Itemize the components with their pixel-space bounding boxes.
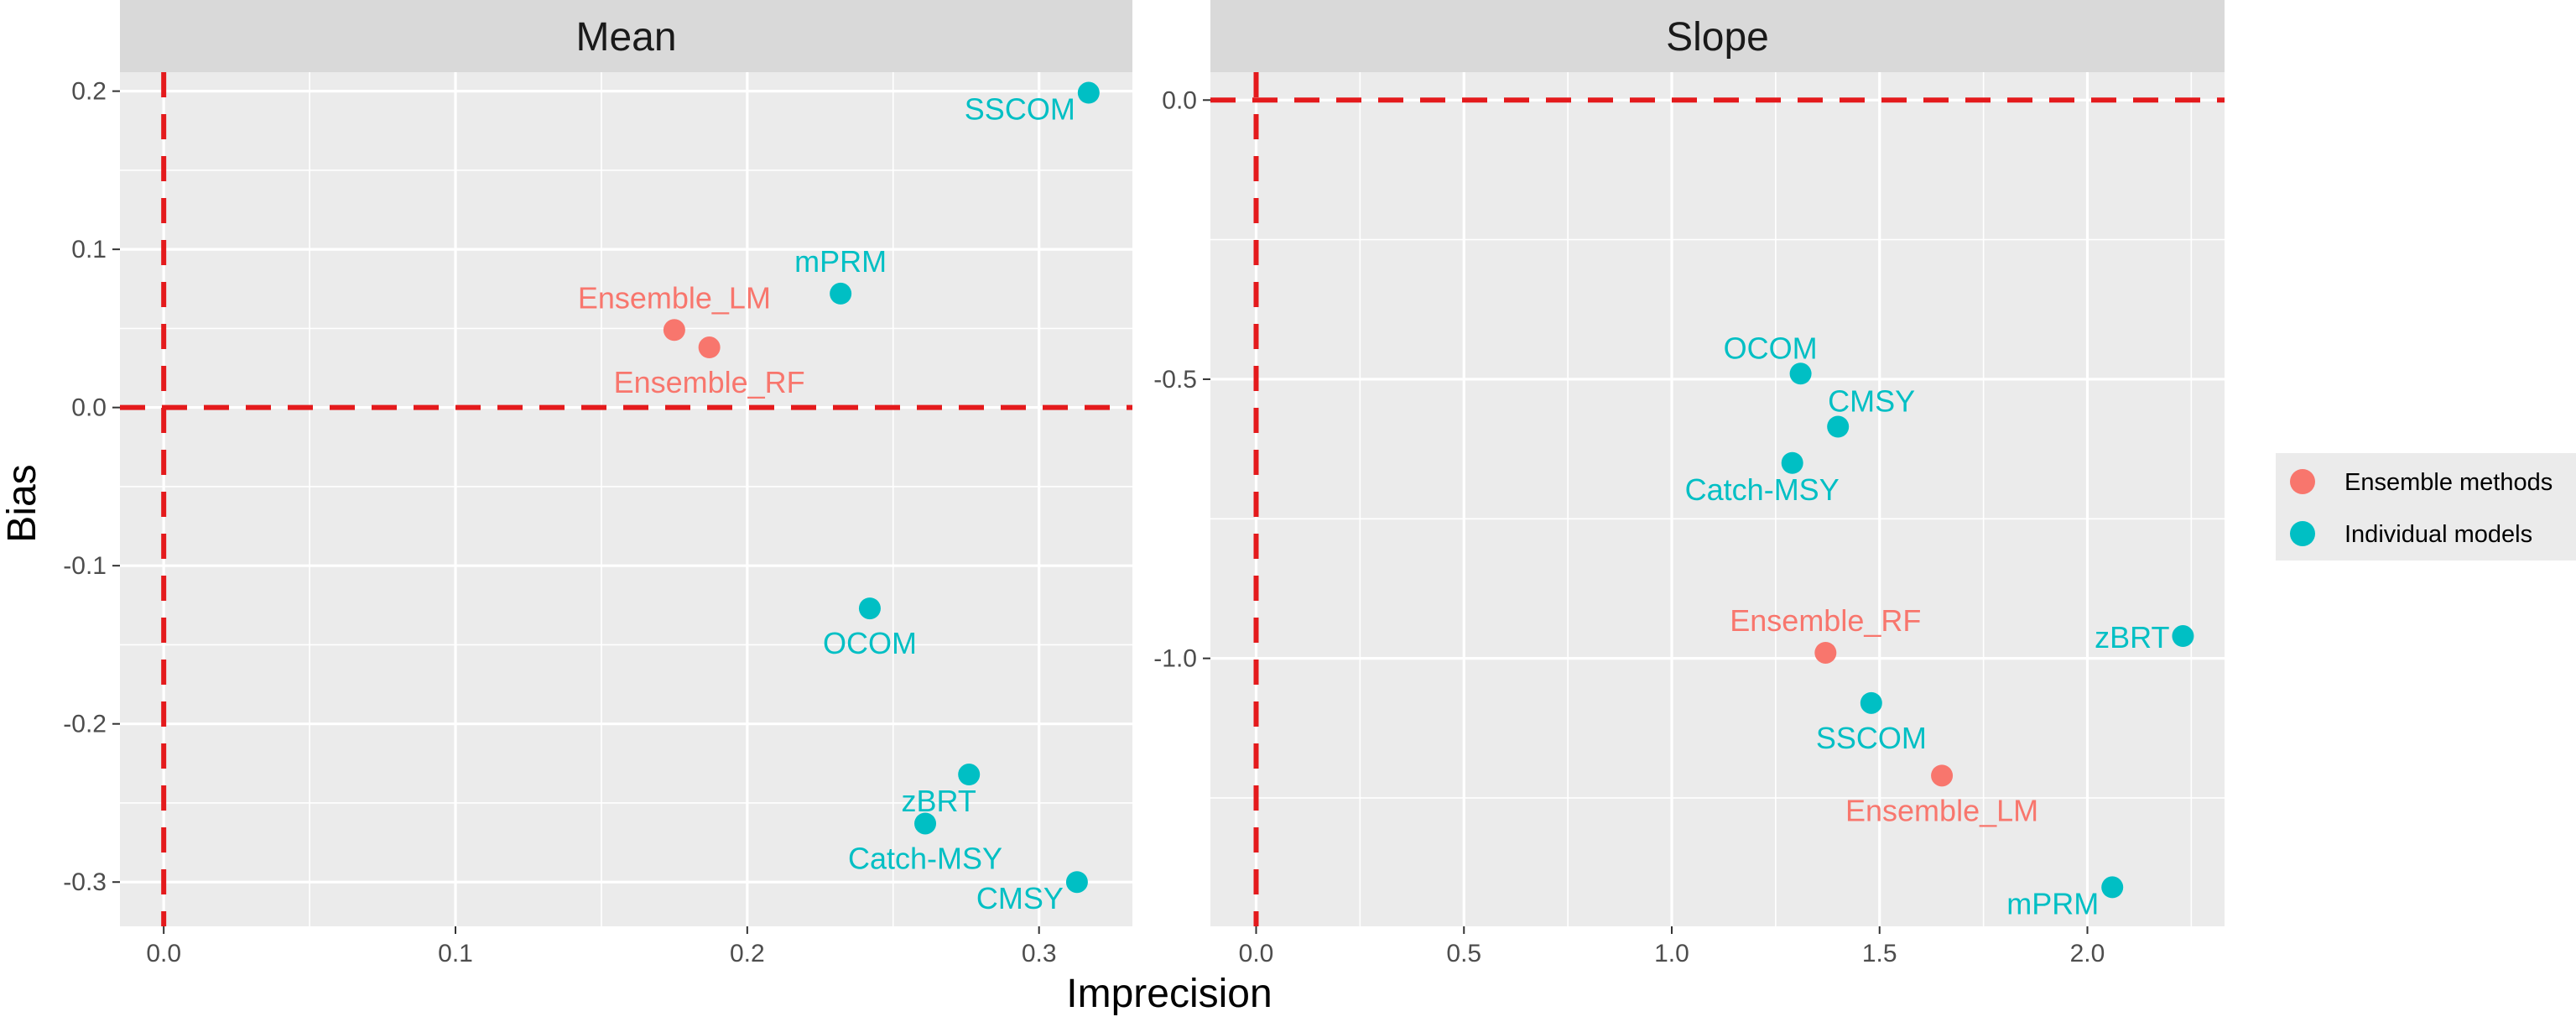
data-point-cmsy — [1065, 871, 1088, 894]
x-tick-label: 1.5 — [1862, 940, 1897, 967]
data-label-ocom: OCOM — [823, 626, 917, 660]
legend: Ensemble methods Individual models — [2276, 453, 2576, 561]
data-label-ensemble_rf: Ensemble_RF — [1730, 603, 1921, 638]
data-label-zbrt: zBRT — [902, 784, 976, 818]
y-tick-label: -0.1 — [63, 552, 107, 580]
x-tick-label: 0.5 — [1446, 940, 1481, 967]
y-tick-label: 0.1 — [71, 236, 107, 263]
x-tick-label: 2.0 — [2070, 940, 2105, 967]
data-point-mprm — [830, 282, 852, 305]
data-point-ocom — [858, 597, 881, 620]
x-tick-label: 0.1 — [438, 940, 473, 967]
x-tick-label: 0.0 — [146, 940, 181, 967]
data-label-ocom: OCOM — [1724, 331, 1818, 365]
panel-mean: Mean 0.0 0.1 0.2 0.3 -0.3 -0.2 -0.1 0.0 0.1 0.2 SSC… — [63, 0, 1132, 967]
data-label-cmsy: CMSY — [976, 881, 1064, 915]
plot-background — [120, 72, 1132, 926]
legend-background — [2276, 453, 2576, 561]
data-point-zbrt — [2172, 625, 2194, 648]
facet-strip — [120, 0, 1132, 72]
y-tick-label: -0.2 — [63, 711, 107, 738]
data-point-cmsy — [1827, 415, 1850, 438]
legend-swatch-ensemble — [2290, 469, 2315, 494]
data-label-catch-msy: Catch-MSY — [848, 841, 1002, 875]
y-tick-label: -0.5 — [1153, 366, 1197, 394]
y-tick-label: -1.0 — [1153, 645, 1197, 673]
data-point-ensemble_rf — [698, 336, 721, 359]
y-tick-label: 0.0 — [1162, 86, 1197, 114]
legend-label-ensemble: Ensemble methods — [2344, 469, 2553, 496]
data-point-sscom — [1860, 691, 1882, 714]
legend-label-individual: Individual models — [2344, 521, 2532, 548]
data-label-ensemble_lm: Ensemble_LM — [578, 280, 771, 315]
y-tick-label: -0.3 — [63, 868, 107, 896]
legend-swatch-individual — [2290, 521, 2315, 546]
y-axis-title: Bias — [0, 464, 44, 542]
x-tick-label: 0.3 — [1022, 940, 1057, 967]
data-label-catch-msy: Catch-MSY — [1685, 472, 1840, 507]
data-label-zbrt: zBRT — [2095, 620, 2169, 654]
data-point-ocom — [1789, 362, 1812, 385]
facet-strip — [1210, 0, 2225, 72]
y-tick-label: 0.2 — [71, 78, 107, 106]
data-point-ensemble_rf — [1814, 641, 1837, 664]
data-label-mprm: mPRM — [794, 244, 887, 279]
data-label-cmsy: CMSY — [1828, 384, 1915, 419]
data-point-catch-msy — [914, 812, 937, 835]
x-tick-label: 0.2 — [730, 940, 765, 967]
data-point-ensemble_lm — [1931, 764, 1954, 787]
data-label-ensemble_lm: Ensemble_LM — [1845, 793, 2038, 827]
data-label-sscom: SSCOM — [965, 92, 1075, 127]
x-tick-label: 0.0 — [1239, 940, 1274, 967]
data-point-mprm — [2101, 876, 2124, 899]
plot-background — [1210, 72, 2225, 926]
data-point-ensemble_lm — [663, 319, 685, 342]
data-point-sscom — [1077, 81, 1100, 104]
data-label-ensemble_rf: Ensemble_RF — [614, 365, 805, 399]
facet-title: Mean — [575, 15, 676, 60]
y-tick-label: 0.0 — [71, 394, 107, 422]
x-tick-label: 1.0 — [1654, 940, 1689, 967]
facet-title: Slope — [1666, 15, 1769, 60]
data-point-zbrt — [958, 764, 981, 786]
data-point-catch-msy — [1781, 451, 1803, 474]
data-label-mprm: mPRM — [2006, 886, 2099, 920]
x-axis-title: Imprecision — [1066, 972, 1272, 1016]
data-label-sscom: SSCOM — [1816, 721, 1927, 755]
panel-slope: Slope 0.0 0.5 1.0 1.5 2.0 -1.0 -0.5 0.0 OCOM CMSY C… — [1153, 0, 2225, 967]
